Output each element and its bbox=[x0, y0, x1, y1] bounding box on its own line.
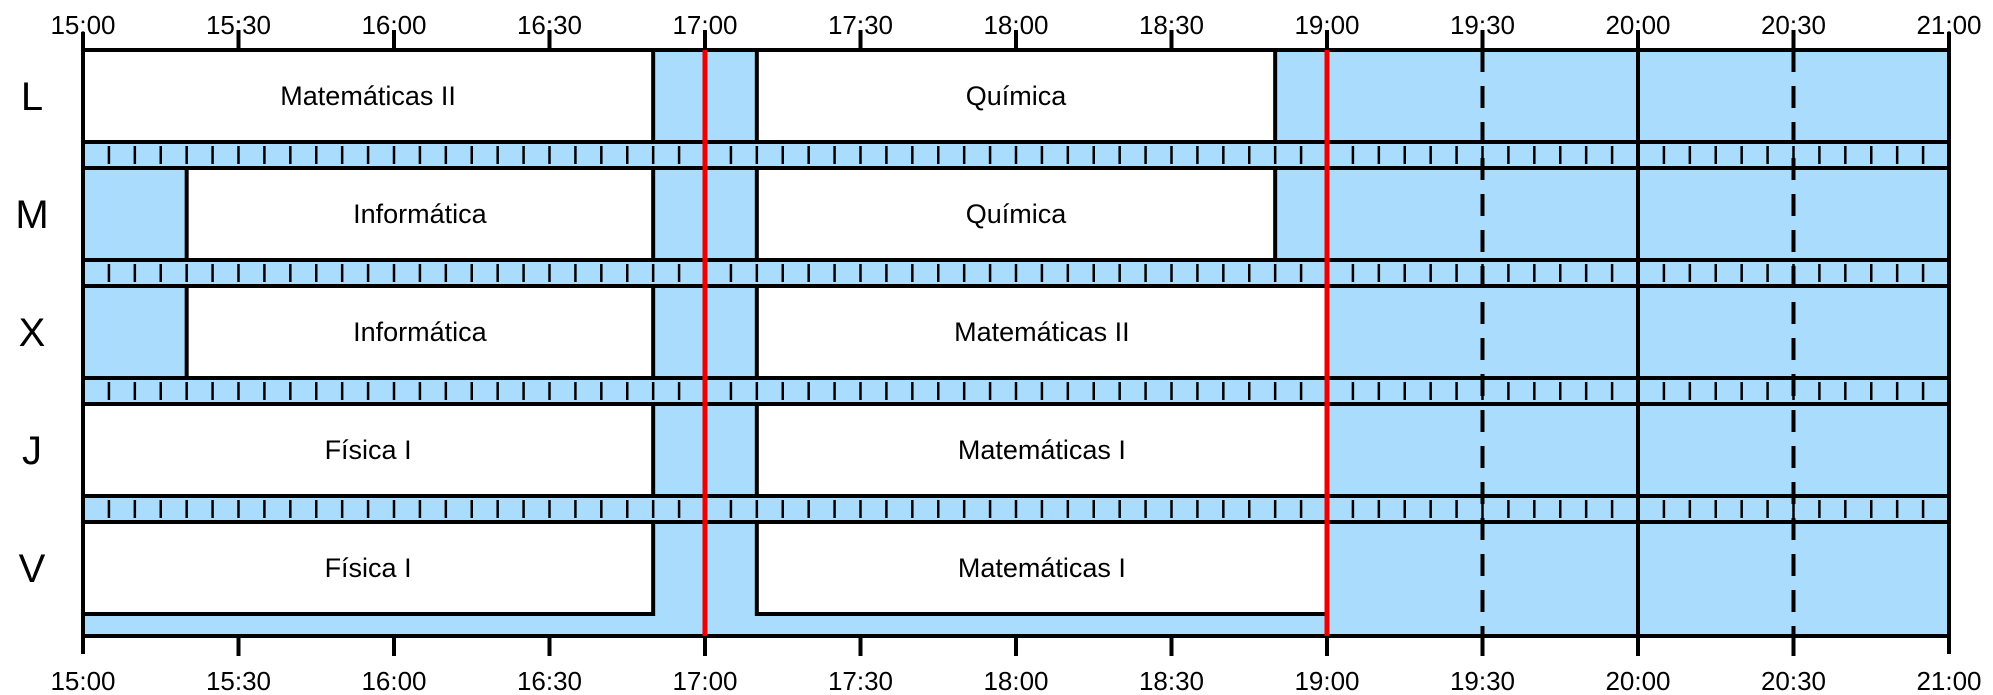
axis-label-bottom: 15:30 bbox=[206, 666, 271, 695]
class-label: Informática bbox=[353, 199, 488, 229]
axis-label-bottom: 19:00 bbox=[1294, 666, 1359, 695]
axis-label-bottom: 18:30 bbox=[1139, 666, 1204, 695]
axis-label-top: 20:00 bbox=[1605, 10, 1670, 40]
axis-label-top: 18:30 bbox=[1139, 10, 1204, 40]
class-label: Matemáticas II bbox=[954, 317, 1130, 347]
axis-label-bottom: 16:30 bbox=[517, 666, 582, 695]
axis-label-top: 16:30 bbox=[517, 10, 582, 40]
class-block bbox=[754, 402, 1329, 498]
class-label: Física I bbox=[325, 435, 412, 465]
axis-label-bottom: 15:00 bbox=[50, 666, 115, 695]
axis-label-top: 15:00 bbox=[50, 10, 115, 40]
axis-label-bottom: 18:00 bbox=[983, 666, 1048, 695]
class-label: Matemáticas I bbox=[958, 435, 1126, 465]
axis-label-top: 16:00 bbox=[361, 10, 426, 40]
axis-label-bottom: 19:30 bbox=[1450, 666, 1515, 695]
axis-label-top: 20:30 bbox=[1761, 10, 1826, 40]
axis-label-top: 17:30 bbox=[828, 10, 893, 40]
class-label: Informática bbox=[353, 317, 488, 347]
class-label: Matemáticas I bbox=[958, 553, 1126, 583]
axis-label-bottom: 21:00 bbox=[1916, 666, 1981, 695]
axis-label-top: 18:00 bbox=[983, 10, 1048, 40]
axis-label-bottom: 17:30 bbox=[828, 666, 893, 695]
day-label: X bbox=[19, 311, 46, 355]
axis-label-top: 17:00 bbox=[672, 10, 737, 40]
axis-label-bottom: 17:00 bbox=[672, 666, 737, 695]
axis-label-bottom: 16:00 bbox=[361, 666, 426, 695]
day-label: V bbox=[19, 547, 46, 591]
class-block bbox=[81, 48, 656, 144]
day-label: M bbox=[15, 193, 48, 237]
axis-label-top: 19:30 bbox=[1450, 10, 1515, 40]
class-label: Química bbox=[966, 199, 1068, 229]
day-label: J bbox=[22, 429, 42, 473]
class-label: Física I bbox=[325, 553, 412, 583]
class-block bbox=[81, 402, 656, 498]
axis-label-bottom: 20:30 bbox=[1761, 666, 1826, 695]
axis-label-top: 15:30 bbox=[206, 10, 271, 40]
class-label: Química bbox=[966, 81, 1068, 111]
axis-label-top: 21:00 bbox=[1916, 10, 1981, 40]
axis-label-top: 19:00 bbox=[1294, 10, 1359, 40]
axis-label-bottom: 20:00 bbox=[1605, 666, 1670, 695]
day-label: L bbox=[21, 75, 43, 119]
class-block bbox=[184, 166, 656, 262]
class-label: Matemáticas II bbox=[280, 81, 456, 111]
